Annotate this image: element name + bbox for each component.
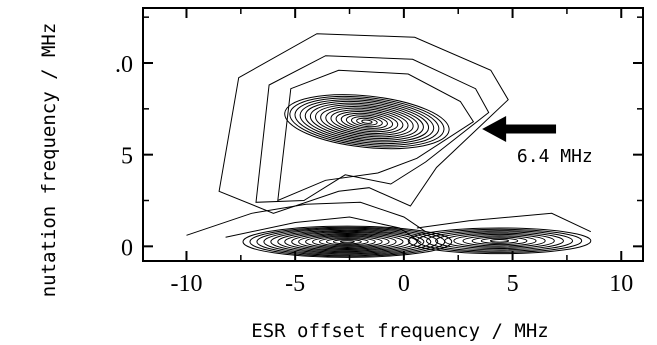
contour-level <box>242 225 453 258</box>
contour-envelope <box>255 55 490 203</box>
x-tick-label: 0 <box>398 271 410 297</box>
contour-level <box>416 228 583 253</box>
contour-level <box>277 230 418 253</box>
contour-level <box>294 97 440 146</box>
annotation-arrow-head <box>482 116 507 142</box>
contour-level <box>299 99 435 145</box>
contour-level <box>256 227 439 256</box>
x-tick-label: 10 <box>609 271 633 297</box>
contour-level <box>320 106 414 138</box>
contour-level <box>305 235 390 249</box>
annotation-group: 6.4 MHz <box>482 116 593 167</box>
contour-level <box>270 229 425 254</box>
y-tick-labels: 05.0 <box>115 52 133 261</box>
x-axis-label: ESR offset frequency / MHz <box>251 320 548 342</box>
contour-level <box>407 227 592 255</box>
contour-level <box>351 116 383 128</box>
y-tick-label: .0 <box>115 52 133 78</box>
contour-level <box>471 236 528 246</box>
contour-envelope <box>277 69 475 202</box>
contour-level <box>284 94 450 150</box>
contour-level <box>435 231 564 251</box>
contour-level <box>319 237 376 247</box>
contour-level <box>480 237 519 244</box>
contour-level <box>304 100 430 143</box>
y-tick-label: 0 <box>121 235 133 261</box>
contour-level <box>453 233 546 248</box>
contour-level <box>339 240 355 244</box>
contour-level <box>325 107 409 136</box>
contour-level <box>356 117 378 126</box>
contour-level <box>309 102 424 141</box>
axis-ticks <box>143 8 643 261</box>
x-tick-label: -10 <box>170 271 202 297</box>
contour-level <box>340 112 394 131</box>
x-tick-label: 5 <box>507 271 519 297</box>
annotation-label: 6.4 MHz <box>517 146 593 167</box>
contour-level <box>298 233 397 250</box>
contour-level <box>335 111 399 133</box>
contour-level <box>462 235 537 247</box>
contour-level <box>315 104 419 140</box>
contour-level <box>444 232 555 250</box>
contour-level <box>289 95 445 148</box>
contour-level <box>345 114 388 129</box>
contour-envelope <box>186 201 426 236</box>
contour-level <box>312 236 383 248</box>
contour-envelope <box>416 212 592 233</box>
contour-level <box>284 231 411 252</box>
x-tick-labels: -10 -5 0 5 10 <box>170 271 633 297</box>
y-axis-label: nutation frequency / MHz <box>38 23 60 298</box>
contour-lines <box>186 33 592 258</box>
contour-level <box>332 239 362 245</box>
contour-level <box>361 119 373 124</box>
plot-frame <box>142 7 644 262</box>
contour-level <box>330 109 404 134</box>
contour-level <box>489 239 510 243</box>
contour-level <box>425 230 574 252</box>
y-tick-label: 5 <box>121 144 133 170</box>
contour-level <box>325 238 369 246</box>
contour-level <box>291 232 404 251</box>
x-tick-label: -5 <box>285 271 305 297</box>
contour-envelope <box>218 33 509 214</box>
contour-envelope <box>225 216 422 244</box>
contour-level <box>263 228 432 255</box>
